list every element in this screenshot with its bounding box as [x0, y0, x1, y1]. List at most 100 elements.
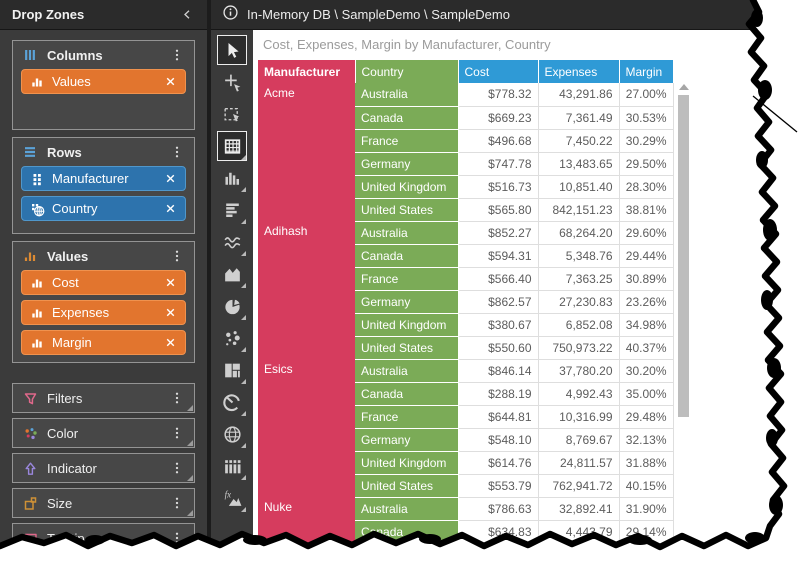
country-cell: United States [355, 336, 459, 360]
indicator-arrow-icon [22, 460, 38, 476]
column-header-manufacturer[interactable]: Manufacturer [258, 60, 356, 83]
cost-cell: $852.27 [458, 221, 539, 245]
table-row: Adihash Australia $852.27 68,264.20 29.60% [258, 221, 674, 359]
remove-field-button[interactable] [163, 305, 178, 320]
tool-scatter-chart[interactable] [217, 323, 247, 353]
manufacturer-cell: Adihash [258, 221, 355, 359]
tool-pie-chart[interactable] [217, 291, 247, 321]
tool-map[interactable] [217, 419, 247, 449]
gauge-icon [222, 392, 243, 413]
expenses-cell: 24,811.57 [538, 451, 620, 475]
section-menu-button[interactable] [169, 248, 185, 264]
field-chip-values[interactable]: Values [21, 69, 186, 94]
tool-pointer[interactable] [217, 35, 247, 65]
section-menu-button[interactable] [169, 530, 185, 546]
drop-zones-panel: Drop Zones Columns Values Rows Manufacturer… [0, 0, 207, 556]
line-chart-icon [222, 232, 243, 253]
column-header-cost[interactable]: Cost [458, 60, 539, 83]
expenses-cell: 37,780.20 [538, 359, 620, 383]
section-menu-button[interactable] [169, 144, 185, 160]
section-menu-button[interactable] [169, 47, 185, 63]
margin-cell: 30.89% [619, 267, 674, 291]
section-menu-button[interactable] [169, 495, 185, 511]
margin-cell: 27.00% [619, 83, 674, 107]
expenses-cell: 842,151.23 [538, 198, 620, 222]
remove-field-button[interactable] [163, 74, 178, 89]
tool-bar-chart[interactable] [217, 195, 247, 225]
chart-type-toolbar: fx [211, 30, 253, 556]
margin-cell: 40.15% [619, 474, 674, 498]
expenses-cell: 7,363.25 [538, 267, 620, 291]
tool-column-chart[interactable] [217, 163, 247, 193]
tool-crosshair-select[interactable] [217, 67, 247, 97]
tool-gauge[interactable] [217, 387, 247, 417]
field-chip-expenses[interactable]: Expenses [21, 300, 186, 325]
expenses-cell: 762,941.72 [538, 474, 620, 498]
country-cell: Canada [355, 106, 459, 130]
cost-cell: $380.67 [458, 313, 539, 337]
section-header: Color [13, 419, 194, 447]
bar-chart-icon [222, 200, 243, 221]
country-cell: Australia [355, 359, 459, 383]
remove-field-button[interactable] [163, 171, 178, 186]
color-dots-icon [22, 425, 38, 441]
expenses-cell: 750,973.22 [538, 336, 620, 360]
expenses-cell: 5,348.76 [538, 244, 620, 268]
crosshair-pointer-icon [222, 72, 243, 93]
cost-cell: $846.14 [458, 359, 539, 383]
dimension-grid-icon [29, 171, 45, 187]
field-chip-manufacturer[interactable]: Manufacturer [21, 166, 186, 191]
country-cell: United States [355, 474, 459, 498]
margin-cell: 30.29% [619, 129, 674, 153]
section-header: Columns [13, 41, 194, 69]
section-label: Columns [47, 47, 103, 63]
column-header-margin[interactable]: Margin [619, 60, 674, 83]
scroll-up-icon[interactable] [678, 84, 689, 90]
formula-icon: fx [222, 488, 243, 509]
tool-cards[interactable] [217, 451, 247, 481]
country-cell: Australia [355, 83, 459, 107]
tool-area-chart[interactable] [217, 259, 247, 289]
expenses-cell: 10,851.40 [538, 175, 620, 199]
remove-field-button[interactable] [163, 201, 178, 216]
column-header-country[interactable]: Country [355, 60, 459, 83]
cost-cell: $644.81 [458, 405, 539, 429]
ellipsis-icon [169, 144, 185, 160]
section-label: Tooltip [47, 530, 85, 546]
margin-cell: 34.98% [619, 313, 674, 337]
section-menu-button[interactable] [169, 425, 185, 441]
table-scrollbar[interactable] [677, 84, 690, 550]
tool-grid[interactable] [217, 131, 247, 161]
field-chip-cost[interactable]: Cost [21, 270, 186, 295]
pie-chart-icon [222, 296, 243, 317]
columns-icon [22, 47, 38, 63]
tool-formula[interactable]: fx [217, 483, 247, 513]
ellipsis-icon [169, 425, 185, 441]
remove-field-button[interactable] [163, 275, 178, 290]
column-header-expenses[interactable]: Expenses [538, 60, 620, 83]
scatter-chart-icon [222, 328, 243, 349]
tool-marquee-select[interactable] [217, 99, 247, 129]
ellipsis-icon [169, 248, 185, 264]
pivot-table: Manufacturer Country Cost Expenses Margin Acm… [258, 60, 674, 544]
section-menu-button[interactable] [169, 390, 185, 406]
tool-line-chart[interactable] [217, 227, 247, 257]
svg-text:fx: fx [224, 489, 230, 499]
country-cell: Canada [355, 520, 459, 544]
margin-cell: 29.50% [619, 152, 674, 176]
size-icon [22, 495, 38, 511]
section-header: Indicator [13, 454, 194, 482]
scrollbar-thumb[interactable] [678, 95, 689, 417]
chevron-left-icon[interactable] [180, 7, 195, 22]
field-chip-country[interactable]: Country [21, 196, 186, 221]
expenses-cell: 8,769.67 [538, 428, 620, 452]
tool-treemap[interactable] [217, 355, 247, 385]
marquee-select-icon [222, 104, 243, 125]
expenses-cell: 27,230.83 [538, 290, 620, 314]
section-menu-button[interactable] [169, 460, 185, 476]
globe-icon [222, 424, 243, 445]
grid-icon [222, 136, 243, 157]
table-row: Nuke Australia $786.63 32,892.41 31.90% [258, 497, 674, 543]
remove-field-button[interactable] [163, 335, 178, 350]
field-chip-margin[interactable]: Margin [21, 330, 186, 355]
